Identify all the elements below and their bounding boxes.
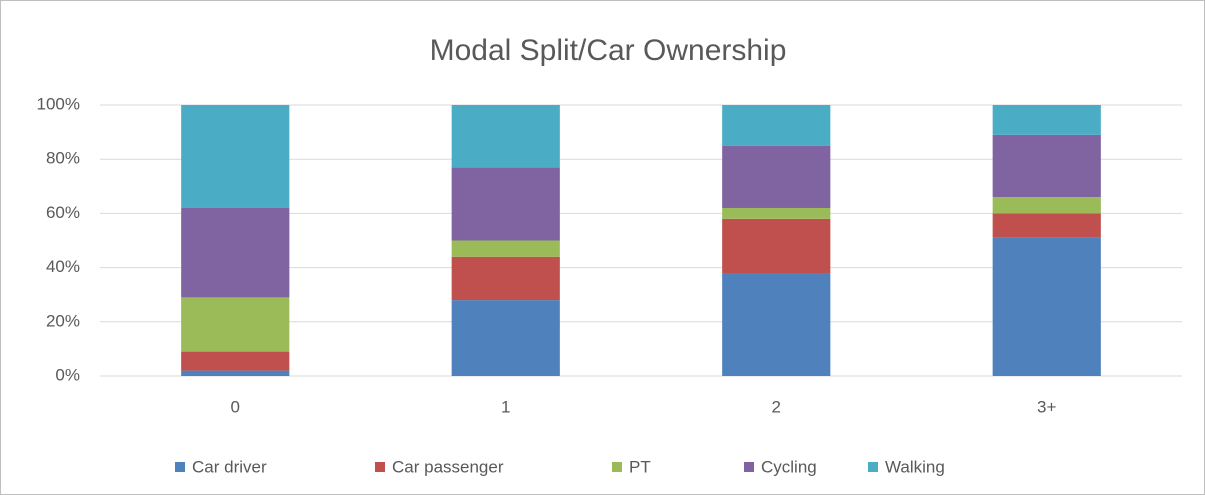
bar-segment <box>722 218 831 274</box>
bar-segment <box>722 145 831 208</box>
legend-label: Walking <box>885 457 945 476</box>
bar-segment <box>451 256 560 301</box>
legend-label: Car passenger <box>392 457 504 476</box>
bar-segment <box>181 207 290 298</box>
bar-segment <box>992 105 1101 135</box>
legend-swatch <box>175 462 185 472</box>
bar-segment <box>181 297 290 352</box>
bar-segment <box>992 213 1101 238</box>
bar-segment <box>722 273 831 376</box>
bar-segment <box>451 240 560 257</box>
bar-segment <box>451 105 560 168</box>
y-tick-label: 80% <box>46 149 80 168</box>
legend-label: PT <box>629 457 651 476</box>
bar-segment <box>451 167 560 241</box>
legend-swatch <box>375 462 385 472</box>
legend-label: Car driver <box>192 457 267 476</box>
y-tick-label: 20% <box>46 311 80 330</box>
bar-segment <box>181 370 290 376</box>
x-tick-label: 2 <box>772 397 781 416</box>
x-tick-label: 3+ <box>1037 397 1056 416</box>
y-tick-label: 60% <box>46 203 80 222</box>
legend-swatch <box>744 462 754 472</box>
chart-title: Modal Split/Car Ownership <box>430 34 787 67</box>
bar-segment <box>181 351 290 371</box>
y-tick-label: 100% <box>37 94 80 113</box>
x-tick-label: 0 <box>231 397 240 416</box>
legend-swatch <box>612 462 622 472</box>
bar-segment <box>992 134 1101 198</box>
bar-segment <box>181 105 290 208</box>
x-tick-label: 1 <box>501 397 510 416</box>
bar-segment <box>722 207 831 219</box>
legend-swatch <box>868 462 878 472</box>
bar-segment <box>451 300 560 376</box>
bar-segment <box>992 237 1101 376</box>
y-tick-label: 40% <box>46 257 80 276</box>
legend-label: Cycling <box>761 457 817 476</box>
bar-segment <box>992 197 1101 214</box>
y-tick-label: 0% <box>55 365 80 384</box>
bar-segment <box>722 105 831 146</box>
